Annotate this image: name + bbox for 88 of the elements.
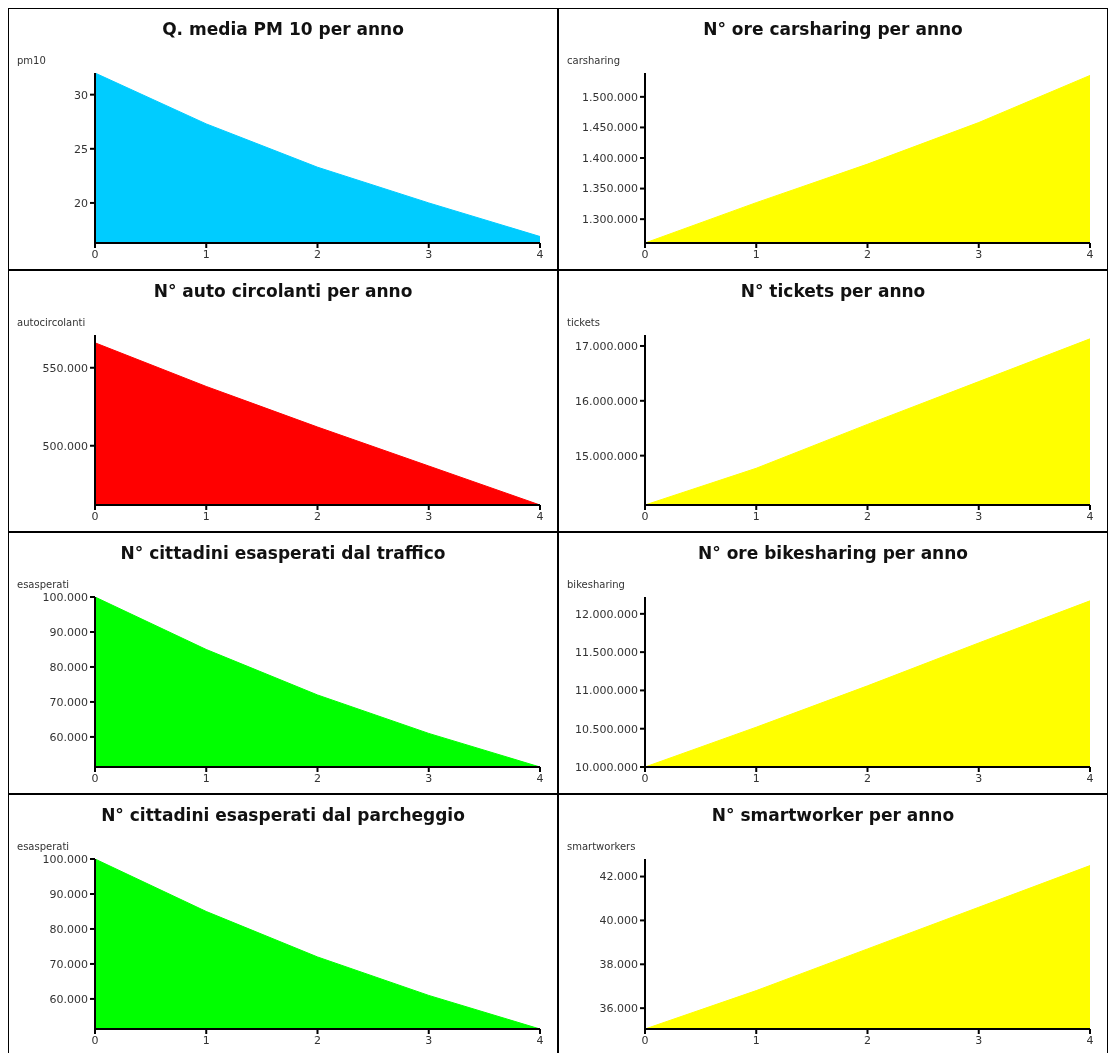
chart-title: N° cittadini esasperati dal parcheggio xyxy=(100,805,466,825)
x-tick-label: 0 xyxy=(641,771,649,785)
y-tick-label: 80.000 xyxy=(49,660,88,674)
x-tick-label: 4 xyxy=(536,509,544,523)
x-tick-label: 0 xyxy=(641,509,649,523)
chart-title: N° smartworker per anno xyxy=(710,805,956,825)
y-tick-label: 10.500.000 xyxy=(575,722,638,736)
y-axis-title: autocircolanti xyxy=(17,317,86,328)
chart-title: N° ore carsharing per anno xyxy=(702,19,964,39)
x-tick-label: 0 xyxy=(91,509,99,523)
y-axis-title: smartworkers xyxy=(567,841,636,852)
y-tick-label: 1.300.000 xyxy=(582,213,638,227)
y-tick-label: 38.000 xyxy=(599,958,638,972)
y-tick-label: 42.000 xyxy=(599,870,638,884)
x-tick-label: 0 xyxy=(641,1033,649,1047)
x-tick-label: 4 xyxy=(1086,247,1094,261)
y-axis-title: carsharing xyxy=(567,55,620,66)
x-tick-label: 3 xyxy=(425,1033,433,1047)
x-tick-label: 2 xyxy=(864,771,871,785)
x-tick-label: 2 xyxy=(864,509,871,523)
y-tick-label: 11.500.000 xyxy=(575,646,638,660)
x-tick-label: 1 xyxy=(202,509,210,523)
y-axis-title: pm10 xyxy=(17,55,46,66)
x-tick-label: 3 xyxy=(425,247,433,261)
x-tick-label: 3 xyxy=(425,771,433,785)
y-tick-label: 1.350.000 xyxy=(582,182,638,196)
x-tick-label: 1 xyxy=(752,771,760,785)
y-tick-label: 20 xyxy=(74,196,88,210)
x-tick-label: 2 xyxy=(314,247,321,261)
x-tick-label: 3 xyxy=(975,1033,983,1047)
chart-title: N° auto circolanti per anno xyxy=(152,281,414,301)
y-tick-label: 12.000.000 xyxy=(575,607,638,621)
y-tick-label: 17.000.000 xyxy=(575,339,638,353)
y-tick-label: 60.000 xyxy=(49,730,88,744)
y-tick-label: 15.000.000 xyxy=(575,449,638,463)
y-axis-title: esasperati xyxy=(17,579,70,590)
y-axis-title: bikesharing xyxy=(567,579,625,590)
x-tick-label: 3 xyxy=(975,509,983,523)
x-tick-label: 0 xyxy=(91,771,99,785)
x-tick-label: 4 xyxy=(536,247,544,261)
x-tick-label: 2 xyxy=(314,1033,321,1047)
y-axis-title: esasperati xyxy=(17,841,70,852)
x-tick-label: 2 xyxy=(314,509,321,523)
y-tick-label: 90.000 xyxy=(49,887,88,901)
y-tick-label: 70.000 xyxy=(49,957,88,971)
x-tick-label: 4 xyxy=(1086,1033,1094,1047)
y-axis-title: tickets xyxy=(567,317,600,328)
y-tick-label: 100.000 xyxy=(42,852,88,866)
x-tick-label: 1 xyxy=(202,1033,210,1047)
y-tick-label: 16.000.000 xyxy=(575,394,638,408)
y-tick-label: 100.000 xyxy=(42,590,88,604)
y-tick-label: 80.000 xyxy=(49,922,88,936)
y-tick-label: 40.000 xyxy=(599,914,638,928)
x-tick-label: 1 xyxy=(202,247,210,261)
x-tick-label: 0 xyxy=(91,247,99,261)
chart-title: Q. media PM 10 per anno xyxy=(161,19,405,39)
y-tick-label: 10.000.000 xyxy=(575,760,638,774)
y-tick-label: 36.000 xyxy=(599,1002,638,1016)
x-tick-label: 2 xyxy=(864,247,871,261)
y-tick-label: 25 xyxy=(74,142,88,156)
y-tick-label: 11.000.000 xyxy=(575,684,638,698)
y-tick-label: 90.000 xyxy=(49,625,88,639)
y-tick-label: 550.000 xyxy=(42,361,88,375)
x-tick-label: 1 xyxy=(202,771,210,785)
y-tick-label: 1.500.000 xyxy=(582,90,638,104)
x-tick-label: 4 xyxy=(1086,771,1094,785)
chart-title: N° ore bikesharing per anno xyxy=(697,543,969,563)
y-tick-label: 70.000 xyxy=(49,695,88,709)
y-tick-label: 60.000 xyxy=(49,992,88,1006)
x-tick-label: 3 xyxy=(975,771,983,785)
x-tick-label: 3 xyxy=(425,509,433,523)
chart-title: N° tickets per anno xyxy=(739,281,927,301)
x-tick-label: 3 xyxy=(975,247,983,261)
x-tick-label: 1 xyxy=(752,247,760,261)
y-tick-label: 1.450.000 xyxy=(582,121,638,135)
y-tick-label: 500.000 xyxy=(42,439,88,453)
x-tick-label: 1 xyxy=(752,509,760,523)
x-tick-label: 0 xyxy=(641,247,649,261)
x-tick-label: 1 xyxy=(752,1033,760,1047)
x-tick-label: 4 xyxy=(1086,509,1094,523)
x-tick-label: 4 xyxy=(536,771,544,785)
y-tick-label: 1.400.000 xyxy=(582,151,638,165)
chart-title: N° cittadini esasperati dal traffico xyxy=(119,543,447,563)
x-tick-label: 2 xyxy=(314,771,321,785)
x-tick-label: 4 xyxy=(536,1033,544,1047)
y-tick-label: 30 xyxy=(74,88,88,102)
x-tick-label: 0 xyxy=(91,1033,99,1047)
x-tick-label: 2 xyxy=(864,1033,871,1047)
